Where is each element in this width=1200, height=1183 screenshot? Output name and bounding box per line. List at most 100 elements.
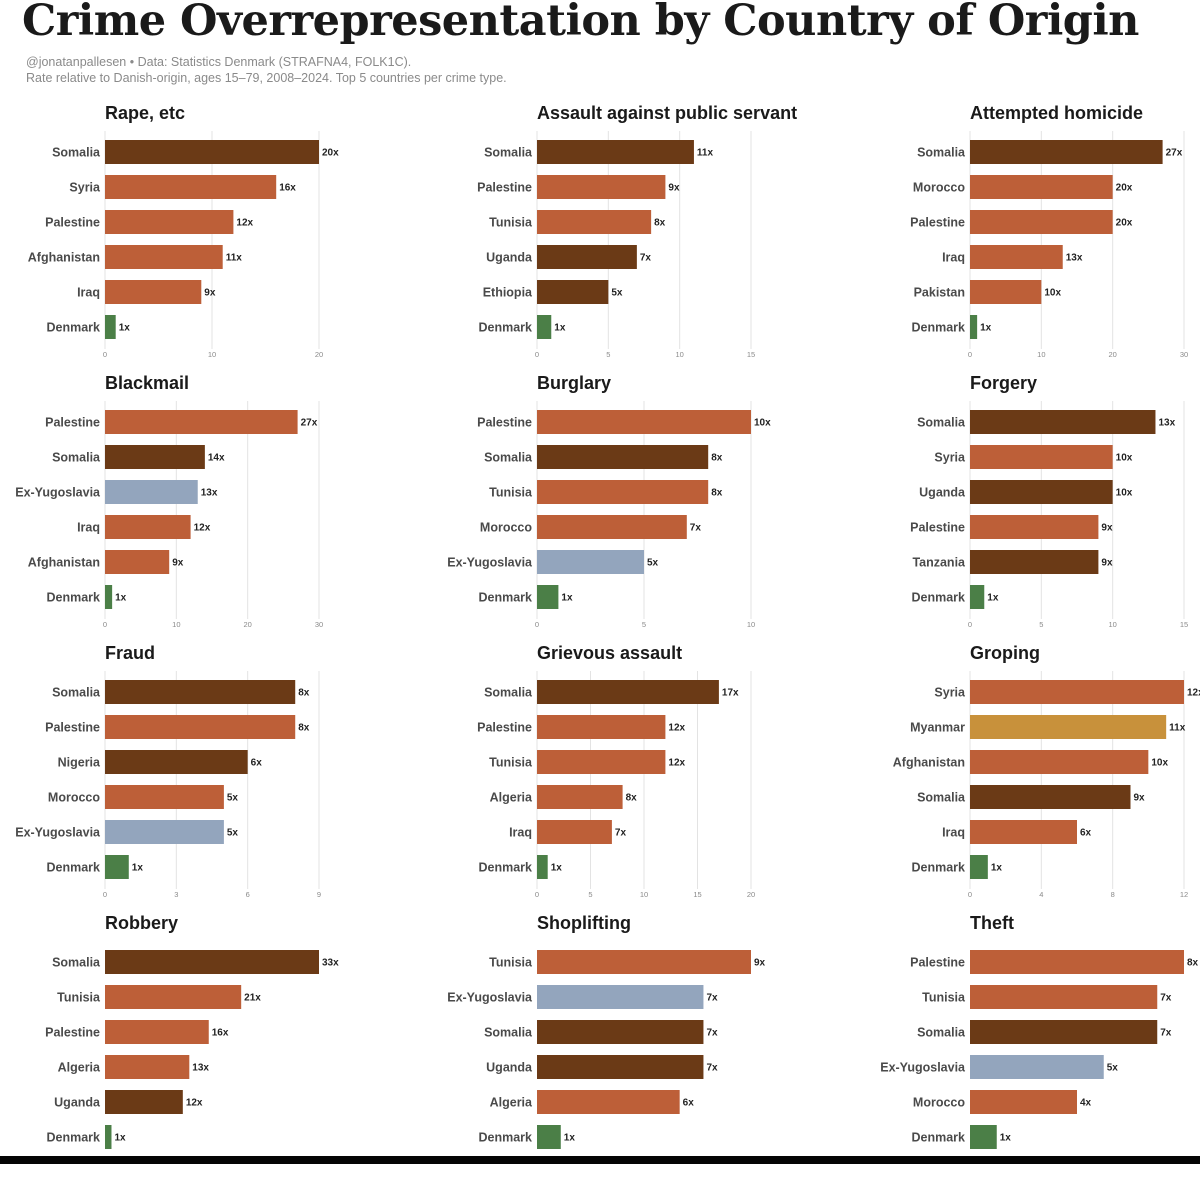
value-label: 33x <box>322 958 339 969</box>
category-label: Palestine <box>45 1026 100 1040</box>
category-label: Denmark <box>912 321 966 335</box>
x-tick-label: 10 <box>1108 620 1116 629</box>
bar-ex-yugoslavia <box>537 550 644 574</box>
bar-somalia <box>970 785 1131 809</box>
panel-attempted-homicide: Attempted homicide 0 10 20 30 Somalia 27x Moroc… <box>864 103 1200 373</box>
category-label: Ex-Yugoslavia <box>15 826 101 840</box>
bar-chart-svg: 0 5 10 15 20 Somalia 17x Palestine 12x Tunisia 12x… <box>477 671 755 899</box>
category-label: Morocco <box>913 1096 965 1110</box>
value-label: 5x <box>227 828 239 839</box>
panel-theft: Theft Palestine 8x Tunisia 7x Somalia 7x Ex-Yug… <box>864 913 1200 1183</box>
value-label: 8x <box>654 218 666 229</box>
panel-title: Grievous assault <box>537 643 683 663</box>
panel-title: Shoplifting <box>537 913 631 933</box>
x-tick-label: 10 <box>640 890 648 899</box>
panel-title: Assault against public servant <box>537 103 798 123</box>
value-label: 7x <box>615 828 627 839</box>
value-label: 7x <box>1160 993 1172 1004</box>
category-label: Denmark <box>479 1131 533 1145</box>
value-label: 8x <box>626 793 638 804</box>
value-label: 16x <box>212 1028 229 1039</box>
category-label: Palestine <box>477 416 532 430</box>
category-label: Denmark <box>912 591 966 605</box>
value-label: 9x <box>172 558 184 569</box>
category-label: Morocco <box>480 521 532 535</box>
value-label: 4x <box>1080 1098 1092 1109</box>
category-label: Iraq <box>942 251 965 265</box>
value-label: 1x <box>987 593 999 604</box>
category-label: Uganda <box>54 1096 101 1110</box>
category-label: Algeria <box>490 1096 533 1110</box>
bar-morocco <box>537 515 687 539</box>
value-label: 7x <box>690 523 702 534</box>
value-label: 5x <box>611 288 623 299</box>
panel-title: Attempted homicide <box>970 103 1144 123</box>
bar-syria <box>970 680 1184 704</box>
value-label: 9x <box>204 288 216 299</box>
x-tick-label: 20 <box>243 620 251 629</box>
bar-somalia <box>970 410 1156 434</box>
bar-chart-svg: Tunisia 9x Ex-Yugoslavia 7x Somalia 7x Uganda 7… <box>447 950 766 1149</box>
bar-somalia <box>970 140 1163 164</box>
value-label: 20x <box>1116 218 1133 229</box>
x-tick-label: 8 <box>1111 890 1115 899</box>
category-label: Uganda <box>486 1061 533 1075</box>
panel-title: Burglary <box>537 373 612 393</box>
panel-rape-etc: Rape, etc 0 10 20 Somalia 20x Syria 16x Palestin… <box>0 103 432 373</box>
panel-title: Robbery <box>105 913 179 933</box>
x-tick-label: 30 <box>1180 350 1188 359</box>
category-label: Somalia <box>52 451 101 465</box>
bar-uganda <box>105 1090 183 1114</box>
x-tick-label: 15 <box>1180 620 1188 629</box>
x-tick-label: 0 <box>103 890 107 899</box>
panel-title: Blackmail <box>105 373 190 393</box>
category-label: Iraq <box>77 521 100 535</box>
bar-palestine <box>105 410 298 434</box>
panel-shoplifting: Shoplifting Tunisia 9x Ex-Yugoslavia 7x Somal… <box>432 913 864 1183</box>
x-tick-label: 10 <box>208 350 216 359</box>
bar-palestine <box>105 1020 209 1044</box>
chart-main-title: Crime Overrepresentation by Country of O… <box>22 0 1139 46</box>
bar-somalia <box>970 1020 1158 1044</box>
category-label: Morocco <box>913 181 965 195</box>
bar-chart-svg: 0 5 10 Palestine 10x Somalia 8x Tunisia 8x Morocc… <box>447 401 771 629</box>
x-tick-label: 0 <box>968 620 972 629</box>
value-label: 12x <box>1187 688 1200 699</box>
value-label: 12x <box>194 523 211 534</box>
category-label: Palestine <box>477 181 532 195</box>
panel-blackmail: Blackmail 0 10 20 30 Palestine 27x Somalia 14x Ex… <box>0 373 432 643</box>
value-label: 12x <box>668 723 685 734</box>
panel-grievous-assault: Grievous assault 0 5 10 15 20 Somalia 17x Palest… <box>432 643 864 913</box>
bar-ex-yugoslavia <box>537 985 704 1009</box>
bar-afghanistan <box>970 750 1149 774</box>
bar-syria <box>970 445 1113 469</box>
category-label: Ex-Yugoslavia <box>447 991 533 1005</box>
bar-iraq <box>970 245 1063 269</box>
x-tick-label: 3 <box>174 890 178 899</box>
bar-denmark <box>970 1125 997 1149</box>
bar-palestine <box>970 950 1184 974</box>
chart-credit-line: @jonatanpallesen • Data: Statistics Denm… <box>26 55 412 69</box>
value-label: 13x <box>1066 253 1083 264</box>
value-label: 20x <box>322 148 339 159</box>
x-tick-label: 10 <box>172 620 180 629</box>
bar-ex-yugoslavia <box>105 480 198 504</box>
value-label: 6x <box>1080 828 1092 839</box>
value-label: 21x <box>244 993 261 1004</box>
value-label: 8x <box>298 723 310 734</box>
chart-description-line: Rate relative to Danish-origin, ages 15–… <box>26 71 507 85</box>
panel-title: Theft <box>970 913 1014 933</box>
bar-somalia <box>105 140 319 164</box>
bar-denmark <box>537 315 552 339</box>
bar-myanmar <box>970 715 1167 739</box>
bar-ex-yugoslavia <box>970 1055 1104 1079</box>
category-label: Palestine <box>45 416 100 430</box>
bar-iraq <box>105 515 191 539</box>
value-label: 1x <box>551 863 563 874</box>
category-label: Afghanistan <box>28 251 100 265</box>
category-label: Iraq <box>509 826 532 840</box>
bar-somalia <box>537 1020 704 1044</box>
bar-tanzania <box>970 550 1099 574</box>
value-label: 14x <box>208 453 225 464</box>
category-label: Ex-Yugoslavia <box>447 556 533 570</box>
